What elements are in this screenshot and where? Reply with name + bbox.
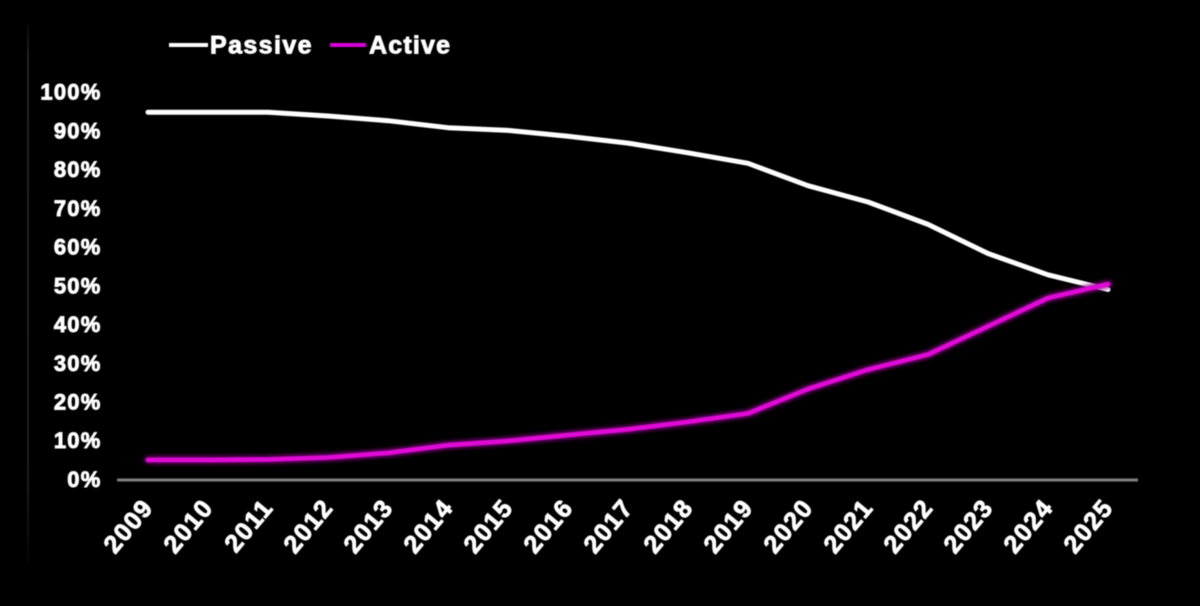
svg-text:40%: 40%: [54, 312, 102, 337]
svg-text:Active: Active: [369, 32, 451, 60]
svg-text:0%: 0%: [67, 467, 101, 492]
svg-text:50%: 50%: [54, 273, 102, 298]
svg-text:80%: 80%: [54, 157, 102, 182]
svg-text:60%: 60%: [54, 235, 102, 260]
svg-text:90%: 90%: [54, 118, 102, 143]
svg-text:Passive: Passive: [210, 32, 313, 60]
svg-text:30%: 30%: [54, 351, 102, 376]
svg-text:20%: 20%: [54, 390, 102, 415]
svg-text:100%: 100%: [40, 80, 101, 105]
svg-text:70%: 70%: [54, 196, 102, 221]
svg-text:10%: 10%: [54, 428, 102, 453]
